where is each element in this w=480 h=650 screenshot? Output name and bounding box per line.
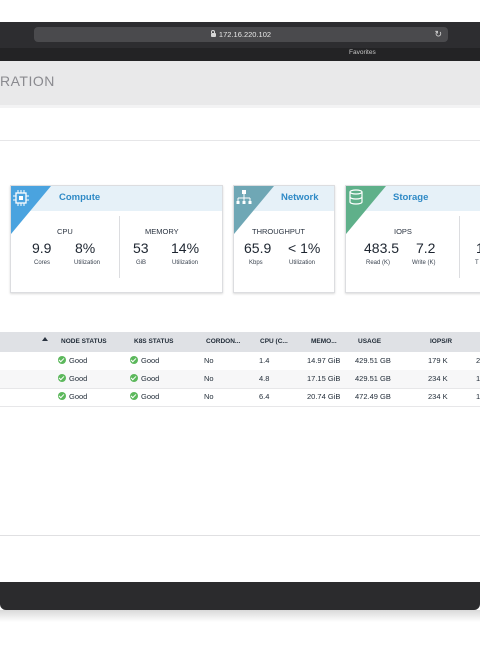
usage-cell: 429.51 GB: [355, 374, 391, 383]
column-memory[interactable]: MEMO...: [311, 338, 337, 345]
favorites-label[interactable]: Favorites: [349, 49, 376, 56]
table-row[interactable]: Good Good No 1.4 14.97 GiB 429.51 GB 179…: [0, 352, 480, 371]
storage-card: Storage IOPS 483.5 Read (K) 7.2 Write (K…: [345, 185, 480, 293]
iops-write-unit: Write (K): [412, 260, 436, 266]
memory-gib-unit: GiB: [136, 260, 147, 266]
column-cpu[interactable]: CPU (C...: [260, 338, 288, 345]
memory-gib-value: 53: [133, 240, 149, 256]
throughput-label: THROUGHPUT: [252, 227, 305, 236]
iops-label: IOPS: [394, 227, 412, 236]
memory-cell: 14.97 GiB: [307, 356, 341, 365]
network-icon: [234, 186, 274, 234]
storage-title: Storage: [393, 192, 429, 203]
throughput-util-unit: Utilization: [289, 260, 316, 266]
divider: [119, 216, 120, 278]
column-iops-r[interactable]: IOPS/R: [430, 338, 453, 345]
column-k8s-status[interactable]: K8S STATUS: [134, 338, 174, 345]
cordoned-cell: No: [204, 356, 214, 365]
cpu-util-unit: Utilization: [74, 260, 101, 266]
lock-icon: [210, 30, 216, 37]
network-title: Network: [281, 192, 319, 203]
table-header: [0, 332, 480, 352]
reload-icon[interactable]: ↻: [434, 29, 442, 39]
throughput-kbps-unit: Kbps: [249, 260, 263, 266]
iops-read-value: 483.5: [364, 240, 400, 256]
column-node-status[interactable]: NODE STATUS: [61, 338, 107, 345]
check-circle-icon: [130, 392, 138, 400]
favorites-bar: [0, 48, 480, 61]
table-row[interactable]: Good Good No 4.8 17.15 GiB 429.51 GB 234…: [0, 370, 480, 389]
extra-cell: 2: [476, 356, 480, 365]
node-status-cell: Good: [69, 374, 88, 383]
compute-title: Compute: [59, 192, 101, 203]
k8s-status-cell: Good: [141, 374, 160, 383]
extra-cell: 1: [476, 392, 480, 401]
extra-cell: 1: [476, 374, 480, 383]
cordoned-cell: No: [204, 374, 214, 383]
check-circle-icon: [58, 392, 66, 400]
cpu-cores-unit: Cores: [34, 260, 51, 266]
address-bar[interactable]: 172.16.220.102 ↻: [34, 27, 448, 42]
app-header: [0, 61, 480, 105]
column-usage[interactable]: USAGE: [358, 338, 382, 345]
table-row[interactable]: Good Good No 6.4 20.74 GiB 472.49 GB 234…: [0, 388, 480, 407]
device-bezel: [0, 582, 480, 610]
cordoned-cell: No: [204, 392, 214, 401]
iops-r-cell: 234 K: [428, 374, 448, 383]
check-circle-icon: [130, 356, 138, 364]
sort-ascending-icon[interactable]: [42, 337, 48, 341]
k8s-status-cell: Good: [141, 392, 160, 401]
node-status-cell: Good: [69, 392, 88, 401]
check-circle-icon: [130, 374, 138, 382]
memory-util-value: 14%: [171, 240, 200, 256]
storage-extra-unit: T: [475, 260, 479, 266]
node-status-cell: Good: [69, 356, 88, 365]
usage-cell: 472.49 GB: [355, 392, 391, 401]
cpu-cell: 6.4: [259, 392, 270, 401]
divider: [0, 535, 480, 536]
memory-util-unit: Utilization: [172, 260, 199, 266]
memory-cell: 20.74 GiB: [307, 392, 341, 401]
cpu-util-value: 8%: [75, 240, 96, 256]
cpu-cell: 1.4: [259, 356, 270, 365]
cpu-label: CPU: [57, 227, 73, 236]
iops-read-unit: Read (K): [366, 260, 391, 266]
page-title: RATION: [0, 73, 55, 89]
iops-write-value: 7.2: [416, 240, 436, 256]
url-text: 172.16.220.102: [218, 30, 272, 39]
throughput-util-value: < 1%: [288, 240, 321, 256]
device-shadow: [0, 610, 480, 622]
cpu-cores-value: 9.9: [32, 240, 52, 256]
compute-card: Compute CPU 9.9 Cores 8% Utilization MEM…: [10, 185, 223, 293]
chip-icon: [11, 186, 51, 234]
divider: [459, 216, 460, 278]
database-icon: [346, 186, 386, 234]
k8s-status-cell: Good: [141, 356, 160, 365]
iops-r-cell: 234 K: [428, 392, 448, 401]
divider: [0, 140, 480, 141]
memory-cell: 17.15 GiB: [307, 374, 341, 383]
memory-label: MEMORY: [145, 227, 179, 236]
usage-cell: 429.51 GB: [355, 356, 391, 365]
cpu-cell: 4.8: [259, 374, 270, 383]
check-circle-icon: [58, 356, 66, 364]
throughput-kbps-value: 65.9: [244, 240, 272, 256]
network-card: Network THROUGHPUT 65.9 Kbps < 1% Utiliz…: [233, 185, 335, 293]
storage-extra-value: 1: [476, 240, 480, 256]
column-cordoned[interactable]: CORDON...: [206, 338, 241, 345]
check-circle-icon: [58, 374, 66, 382]
iops-r-cell: 179 K: [428, 356, 448, 365]
